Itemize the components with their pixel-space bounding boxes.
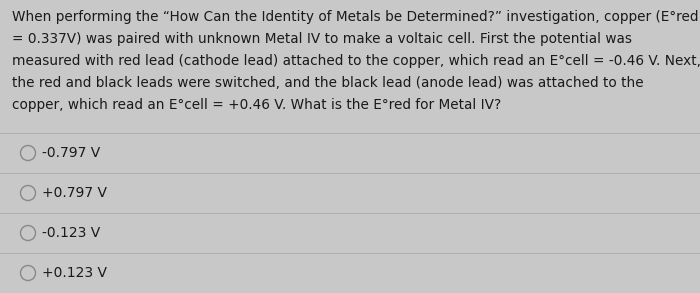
Text: = 0.337V) was paired with unknown Metal IV to make a voltaic cell. First the pot: = 0.337V) was paired with unknown Metal … [12,32,632,46]
Text: copper, which read an E°cell = +0.46 V. What is the E°red for Metal IV?: copper, which read an E°cell = +0.46 V. … [12,98,501,112]
Text: +0.797 V: +0.797 V [41,186,106,200]
Text: -0.797 V: -0.797 V [41,146,99,160]
Text: +0.123 V: +0.123 V [41,266,106,280]
Text: the red and black leads were switched, and the black lead (anode lead) was attac: the red and black leads were switched, a… [12,76,643,90]
Text: measured with red lead (cathode lead) attached to the copper, which read an E°ce: measured with red lead (cathode lead) at… [12,54,700,68]
Text: When performing the “How Can the Identity of Metals be Determined?” investigatio: When performing the “How Can the Identit… [12,10,699,24]
Text: -0.123 V: -0.123 V [41,226,99,240]
